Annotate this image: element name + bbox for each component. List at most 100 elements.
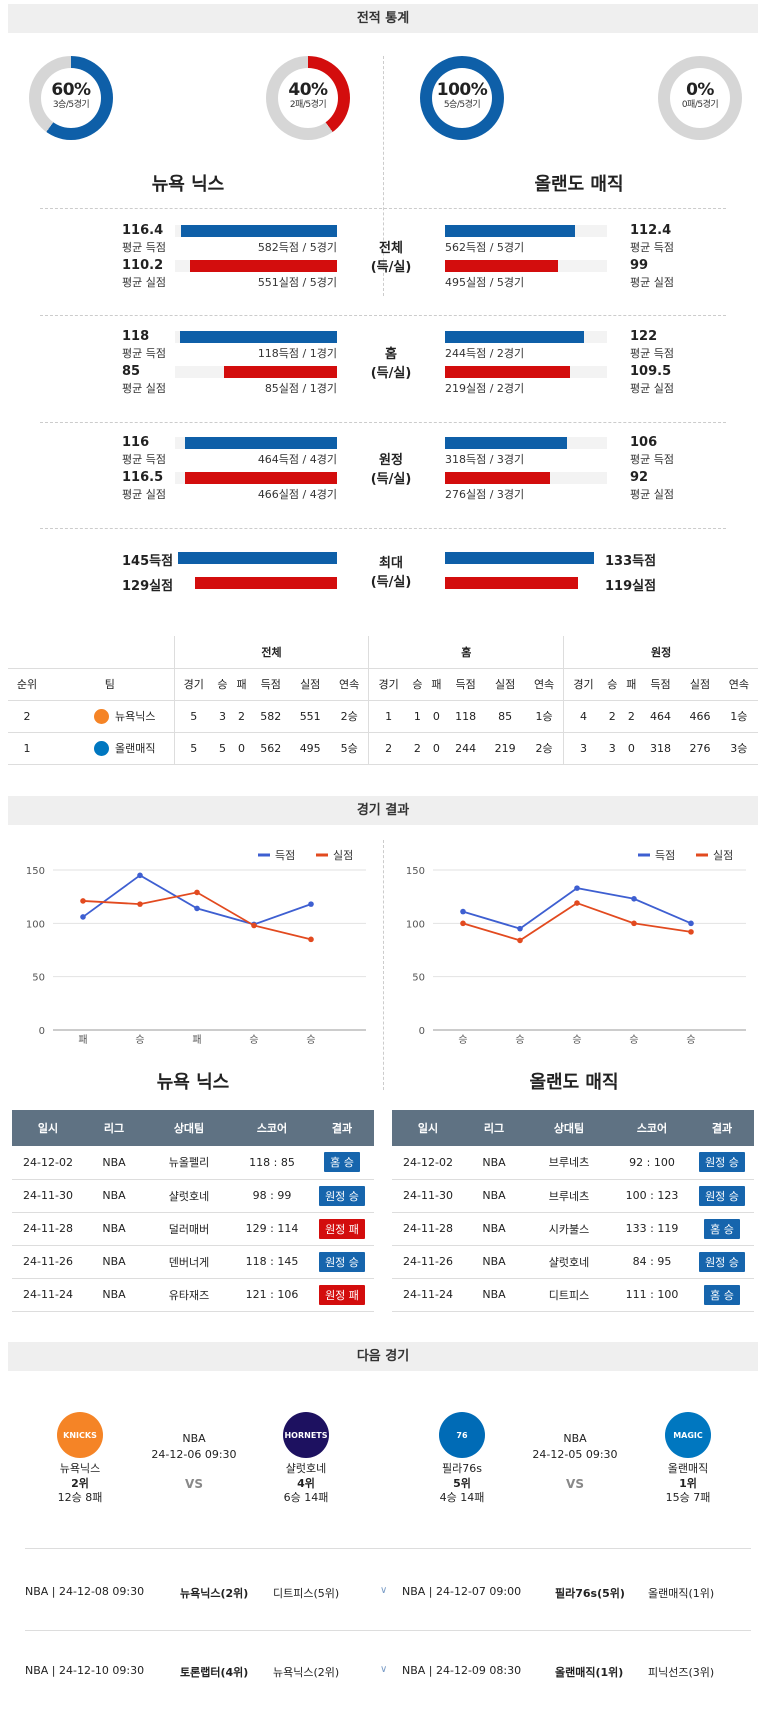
standings-cell: 466 [680,700,720,733]
stat-bar-left [223,366,337,378]
results-header-row: 일시 리그 상대팀 스코어 결과 [392,1110,754,1146]
results-date: 24-12-02 [12,1146,84,1180]
standings-cell: 3 [602,732,622,765]
section-title-next: 다음 경기 [8,1342,758,1371]
stat-label-left: 평균 실점 [122,488,166,501]
donut-percent: 40% [288,80,328,100]
standings-col-header: 패 [621,668,641,701]
stat-bar-left [184,472,337,484]
results-date: 24-11-28 [392,1212,464,1246]
max-bar-right [445,552,594,564]
standings-col-header: 승 [602,668,622,701]
standings-col-header: 팀 [46,668,174,701]
upcoming-row[interactable]: NBA | 24-12-10 09:30 토론랩터(4위) 뉴욕닉스(2위) NBA … [25,1664,751,1680]
stat-value-right: 122 [630,329,658,344]
data-point [308,901,314,907]
x-tick-label: 승 [686,1034,695,1046]
chevron-down-icon[interactable]: ∨ [380,1664,388,1675]
standings-team: 뉴욕닉스 [46,700,174,733]
stat-bar-left [189,260,337,272]
data-point [194,905,200,912]
stat-label-right: 평균 실점 [630,382,674,395]
results-row: 24-11-24 NBA 유타재즈 121 : 106 원정 패 [12,1278,374,1312]
standings-cell: 495 [290,732,330,765]
standings-team-name: 뉴욕닉스 [115,709,156,723]
standings-cell: 2 [602,700,622,733]
standings-cell: 5 [212,732,232,765]
standings-cell: 2 [621,700,641,733]
stat-bar-right [445,225,575,237]
upcoming-left-info: NBA | 24-12-10 09:30 [25,1664,145,1677]
data-point [517,937,523,944]
stat-label-right: 평균 득점 [630,241,674,254]
results-league: NBA [464,1146,524,1180]
data-point [631,920,637,927]
results-score: 118 : 145 [234,1245,310,1279]
standings-cell: 3승 [719,732,758,765]
donut-center: 60% 3승/5경기 [41,68,101,128]
upcoming-left-away: 디트피스(5위) [273,1587,340,1600]
stat-value-left: 110.2 [122,258,164,273]
stat-bar-right [445,366,570,378]
standings-team-name: 올랜매직 [115,741,156,755]
standings-col-header: 실점 [290,668,330,701]
next-team-record: 15승 7패 [665,1491,711,1504]
results-row: 24-11-30 NBA 브루네츠 100 : 123 원정 승 [392,1179,754,1213]
results-opp: 디트피스 [524,1278,614,1312]
standings-cell: 244 [445,732,486,765]
max-bar-left [178,552,337,564]
donut-percent: 60% [51,80,91,100]
stat-bar-left [181,225,337,237]
results-score: 111 : 100 [614,1278,690,1312]
stat-divider [40,315,726,316]
stat-value-right: 109.5 [630,364,672,379]
results-team-left: 뉴욕 닉스 [156,1072,230,1093]
upcoming-row[interactable]: NBA | 24-12-08 09:30 뉴욕닉스(2위) 디트피스(5위) NBA … [25,1585,751,1601]
stat-block-title-line: 홈 [385,347,397,362]
data-point [631,896,637,902]
results-opp: 샬럿호네 [524,1245,614,1279]
standings-cell: 118 [445,700,486,733]
chevron-down-icon[interactable]: ∨ [380,1585,388,1596]
stat-label-left: 평균 실점 [122,382,166,395]
stat-bar-left [179,331,337,343]
upcoming-left-home: 뉴욕닉스(2위) [180,1587,249,1600]
next-league: NBA [563,1432,587,1445]
stat-value-right: 106 [630,435,658,450]
results-league: NBA [464,1245,524,1279]
standings-col-header: 경기 [173,668,213,701]
team-logo-text: 76 [456,1430,468,1440]
upcoming-left-info: NBA | 24-12-08 09:30 [25,1585,145,1598]
stat-caption-left: 551실점 / 5경기 [257,276,337,289]
standings-cell: 0 [232,732,252,765]
results-score: 84 : 95 [614,1245,690,1279]
y-tick-label: 150 [406,866,425,877]
standings-cell: 5승 [329,732,369,765]
results-col-header: 상대팀 [144,1110,234,1146]
legend-label: 실점 [713,849,733,862]
results-date: 24-11-30 [392,1179,464,1213]
next-team-record: 12승 8패 [57,1491,103,1504]
standings-col-header: 득점 [445,668,486,701]
standings-cell: 551 [290,700,330,733]
upcoming-right-info: NBA | 24-12-07 09:00 [402,1585,522,1598]
results-outcome: 원정 승 [690,1146,754,1180]
standings-rank: 1 [8,732,46,765]
data-point [517,925,523,932]
standings-col-header: 연속 [524,668,564,701]
results-col-header: 리그 [84,1110,144,1146]
team-name-right: 올랜도 매직 [534,174,624,195]
donut-center: 100% 5승/5경기 [432,68,492,128]
standings-cell: 3 [212,700,232,733]
results-date: 24-11-24 [392,1278,464,1312]
standings-cell: 2 [232,700,252,733]
team-logo-home: 76 [439,1412,485,1458]
stat-caption-left: 85실점 / 1경기 [264,382,337,395]
standings-cell: 5 [173,700,213,733]
standings-col-header: 승 [212,668,232,701]
stat-caption-right: 219실점 / 2경기 [445,382,525,395]
stat-bar-right [445,437,567,449]
team-logo-away: MAGIC [665,1412,711,1458]
standings-col-header: 실점 [680,668,720,701]
max-value-right: 119실점 [605,579,657,594]
